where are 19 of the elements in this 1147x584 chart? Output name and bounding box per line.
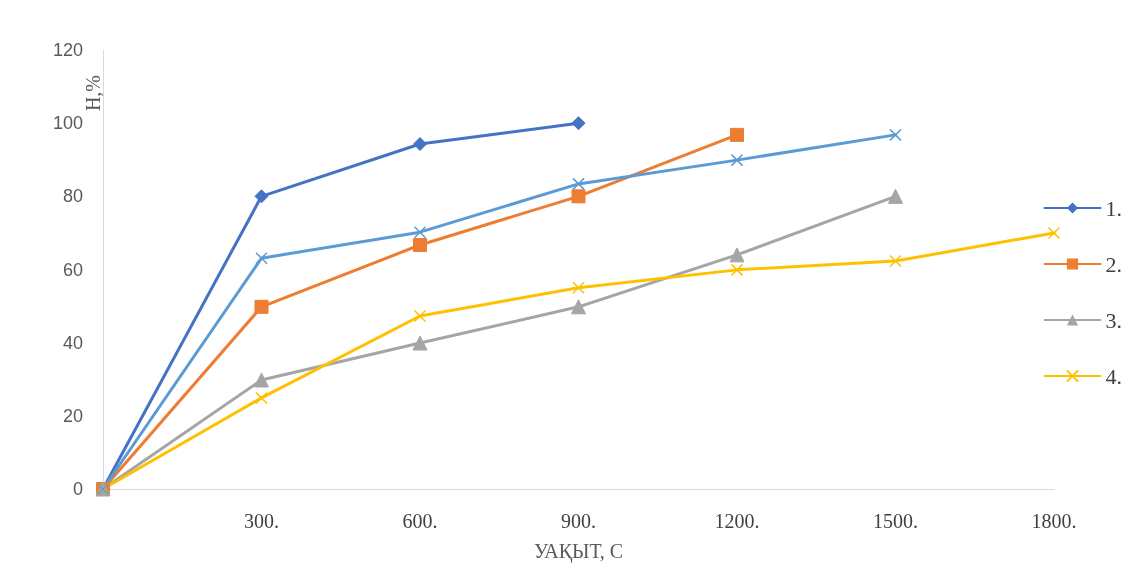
y-tick-label: 60 [62,259,83,280]
x-tick-label: 300. [244,510,279,532]
legend-label: 2. [1105,251,1122,277]
x-tick-label: 1500. [873,510,918,532]
y-tick-label: 120 [52,40,83,60]
y-tick-label: 80 [62,186,83,207]
x-tick-label: 1200. [714,510,760,532]
y-tick-label: 100 [52,113,83,134]
x-tick-label: 900. [561,510,596,532]
y-tick-label: 20 [62,405,83,426]
legend-label: 1. [1105,195,1122,221]
x-tick-label: 600. [402,510,438,532]
y-tick-label: 40 [62,332,83,353]
legend-label: 4. [1105,363,1122,389]
y-tick-label: 0 [72,479,83,499]
legend-label: 3. [1105,307,1122,333]
x-axis-title: УАҚЫТ, С [533,540,624,563]
y-axis-title: Н,% [82,75,104,112]
x-tick-label: 1800. [1031,510,1077,532]
